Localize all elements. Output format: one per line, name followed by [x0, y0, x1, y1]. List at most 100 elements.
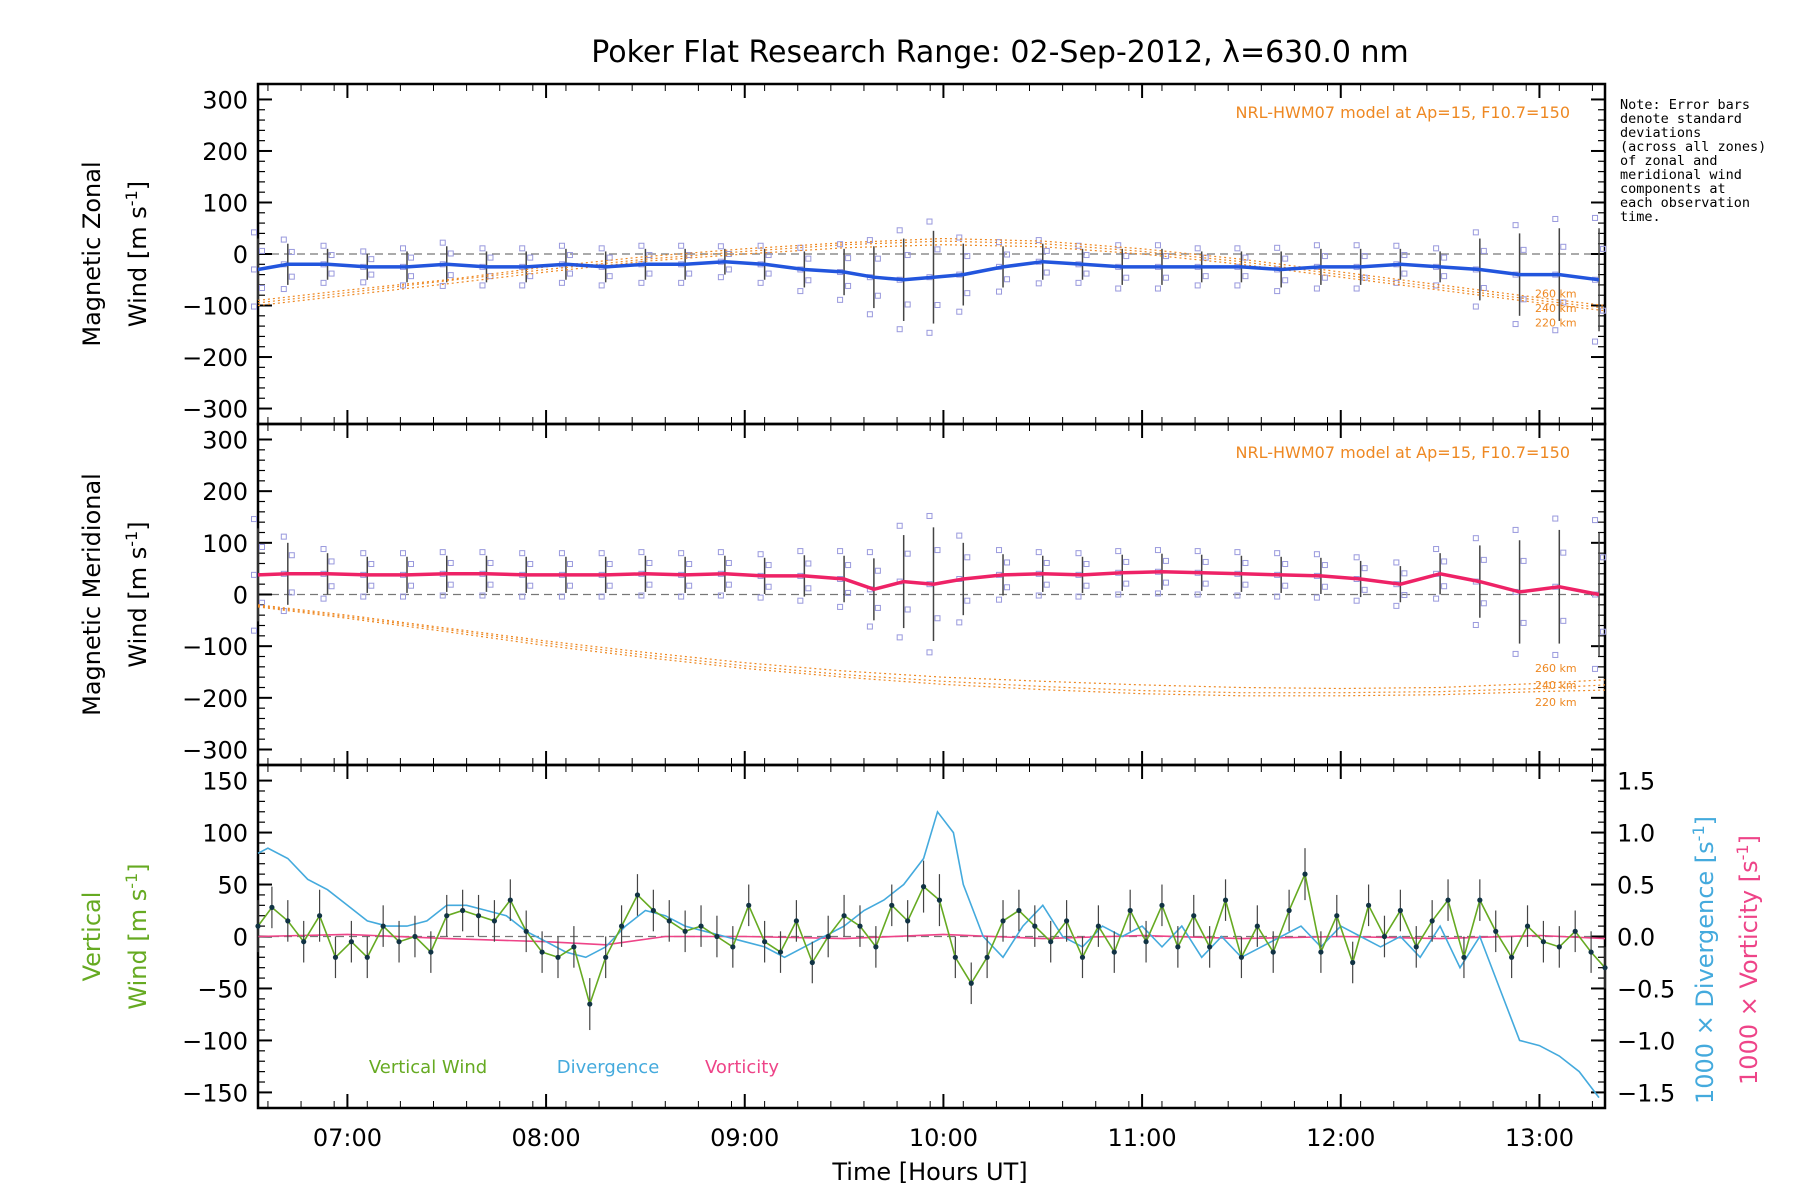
vertical-wind-point — [698, 923, 704, 929]
vertical-wind-point — [730, 944, 736, 950]
vertical-wind-point — [571, 944, 577, 950]
vertical-wind-point — [746, 902, 752, 908]
zone-sample — [566, 561, 573, 568]
y-tick-label: −100 — [182, 1027, 248, 1055]
zone-sample — [1043, 269, 1050, 276]
zone-sample — [360, 279, 367, 286]
zone-sample — [1592, 214, 1599, 221]
vertical-wind-point — [809, 959, 815, 966]
zone-sample — [368, 256, 375, 263]
vertical-wind-panel: 150 100 50 0 −50 −100 −150 1.5 1.0 0.5 0.0 −0.5 −1.0… — [78, 763, 1763, 1186]
vertical-wind-point — [1159, 902, 1165, 908]
vertical-wind-point — [905, 918, 911, 924]
zone-sample — [837, 241, 844, 248]
zone-sample — [1353, 554, 1360, 561]
zone-sample — [439, 239, 446, 246]
zone-sample — [1480, 285, 1487, 291]
zone-sample — [1202, 273, 1209, 280]
zone-sample — [288, 589, 295, 596]
y-tick-label: −200 — [182, 685, 248, 713]
zone-sample — [368, 582, 375, 589]
legend-item: Divergence — [557, 1057, 660, 1078]
zone-sample — [1600, 628, 1607, 635]
chart-title: Poker Flat Research Range: 02-Sep-2012, … — [591, 35, 1409, 70]
y-axis-label-line1-text: Magnetic Zonal — [78, 161, 106, 346]
zone-sample — [805, 560, 812, 567]
zone-sample — [1234, 549, 1241, 556]
zone-sample — [328, 558, 335, 565]
zone-sample — [1274, 288, 1281, 295]
y-axis-label-line2-exp: -1 — [122, 531, 141, 547]
right-axis-label-vorticity-close: ] — [1735, 835, 1763, 844]
vertical-wind-point — [825, 933, 831, 940]
zone-sample — [638, 549, 645, 556]
zone-sample — [1194, 282, 1201, 289]
y-tick-label: 100 — [202, 530, 248, 558]
zone-sample — [1282, 255, 1289, 262]
zone-sample — [487, 254, 494, 261]
zone-sample — [1162, 579, 1169, 586]
zone-sample — [487, 559, 494, 566]
vertical-wind-point — [1556, 944, 1562, 950]
vertical-wind-point — [1207, 944, 1213, 950]
vertical-wind-point — [412, 933, 418, 940]
zone-sample — [686, 582, 693, 589]
zone-sample — [797, 597, 804, 604]
vertical-wind-point — [1588, 949, 1594, 955]
zone-sample — [1075, 593, 1082, 600]
zone-sample — [1004, 276, 1011, 283]
zone-sample — [926, 649, 933, 656]
zone-sample — [1043, 559, 1050, 566]
vertical-wind-point — [1477, 897, 1483, 903]
zone-sample — [805, 277, 812, 284]
y-tick-label: 100 — [202, 189, 248, 217]
zone-sample — [1115, 242, 1122, 249]
zone-sample — [1560, 617, 1567, 624]
zone-sample — [1274, 244, 1281, 251]
legend-item: Vorticity — [705, 1057, 779, 1078]
vertical-wind-point — [1191, 913, 1197, 919]
zone-sample — [646, 559, 653, 566]
zone-sample — [1004, 251, 1011, 258]
y-tick-label: 50 — [217, 872, 248, 900]
zone-sample — [1115, 548, 1122, 555]
zone-sample — [598, 593, 605, 600]
y-axis-label-line2-close: ] — [124, 863, 152, 872]
zone-sample — [1282, 582, 1289, 589]
zone-sample — [1552, 515, 1559, 522]
zone-sample — [320, 546, 327, 553]
vertical-wind-point — [269, 904, 275, 910]
y-tick-label: 0 — [233, 924, 248, 952]
zone-sample — [717, 274, 724, 281]
zone-sample — [1313, 551, 1320, 558]
zone-sample — [1313, 285, 1320, 292]
x-tick-label: 11:00 — [1108, 1124, 1177, 1152]
zone-sample — [400, 593, 407, 600]
right-y-tick-label: −1.5 — [1617, 1079, 1675, 1107]
zone-sample — [725, 581, 732, 588]
zone-sample — [447, 559, 454, 566]
model-label: NRL-HWM07 model at Ap=15, F10.7=150 — [1236, 443, 1570, 462]
vertical-wind-point — [444, 913, 450, 919]
zone-sample — [1433, 595, 1440, 602]
y-axis-label-line1-text: Vertical — [78, 892, 106, 982]
zone-sample — [606, 254, 613, 261]
zone-sample — [1552, 327, 1559, 334]
zone-sample — [527, 561, 534, 568]
zone-sample — [956, 234, 963, 241]
zone-sample — [837, 603, 844, 610]
x-tick-label: 08:00 — [511, 1124, 580, 1152]
zone-sample — [934, 547, 941, 554]
vertical-wind-point — [1524, 923, 1531, 929]
model-altitude-label: 240 km — [1535, 302, 1577, 315]
y-axis-label-line2-close: ] — [124, 181, 152, 190]
zone-sample — [896, 634, 903, 641]
y-axis-label-line2: Wind [m s-1] — [122, 863, 153, 1009]
divergence-line — [257, 810, 1600, 1099]
zone-sample — [1480, 556, 1487, 563]
zone-sample — [926, 512, 933, 519]
zone-sample — [1520, 296, 1527, 303]
zone-sample — [1472, 535, 1479, 542]
zone-sample — [1083, 270, 1090, 277]
